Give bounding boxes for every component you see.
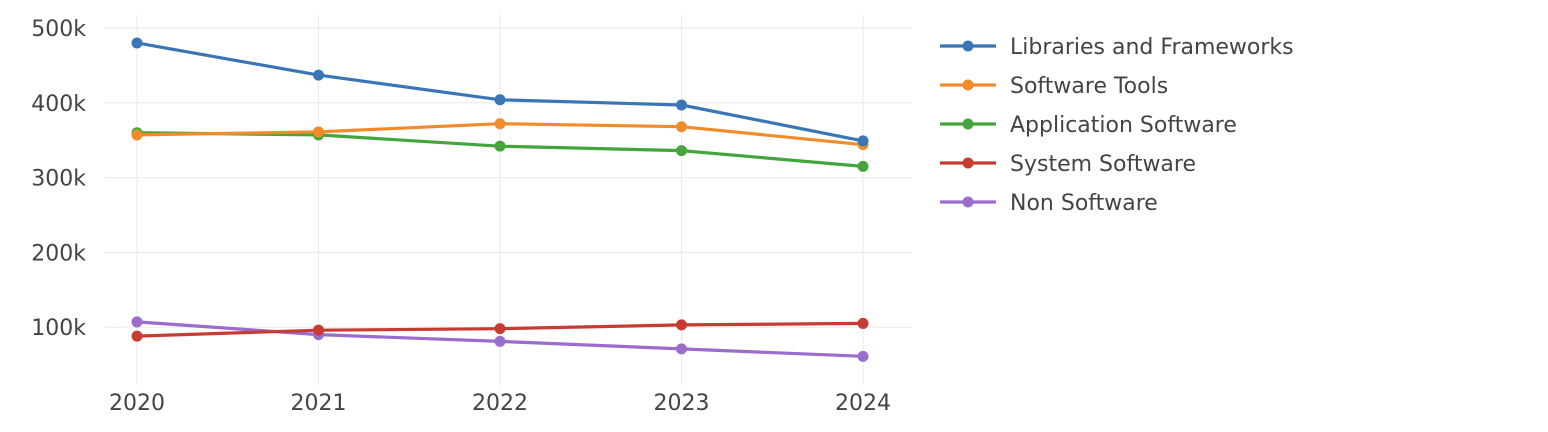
legend-item[interactable]: System Software bbox=[940, 152, 1196, 177]
data-point[interactable] bbox=[857, 135, 869, 147]
x-tick-label: 2023 bbox=[654, 391, 710, 416]
legend-item[interactable]: Non Software bbox=[940, 191, 1158, 216]
legend-marker bbox=[962, 118, 974, 130]
series-layer bbox=[131, 37, 869, 362]
data-point[interactable] bbox=[676, 121, 687, 133]
legend-label: Libraries and Frameworks bbox=[1010, 35, 1294, 60]
data-point[interactable] bbox=[494, 323, 506, 335]
x-axis: 2020 2021 2022 2023 2024 bbox=[109, 391, 891, 416]
data-point[interactable] bbox=[313, 69, 324, 81]
legend-label: Non Software bbox=[1010, 191, 1158, 216]
data-point[interactable] bbox=[313, 324, 324, 336]
legend-label: Application Software bbox=[1010, 113, 1237, 138]
y-axis: 100k 200k 300k 400k 500k bbox=[31, 17, 86, 341]
data-point[interactable] bbox=[313, 126, 324, 138]
data-point[interactable] bbox=[494, 94, 506, 106]
data-point[interactable] bbox=[676, 343, 687, 355]
y-tick-label: 500k bbox=[31, 17, 86, 42]
x-tick-label: 2024 bbox=[835, 391, 891, 416]
data-point[interactable] bbox=[676, 99, 687, 111]
data-point[interactable] bbox=[131, 330, 143, 342]
legend-item[interactable]: Application Software bbox=[940, 113, 1237, 138]
y-tick-label: 200k bbox=[31, 241, 86, 266]
y-tick-label: 300k bbox=[31, 167, 86, 192]
data-point[interactable] bbox=[676, 319, 687, 331]
y-tick-label: 400k bbox=[31, 92, 86, 117]
legend[interactable]: Libraries and Frameworks Software Tools Ap… bbox=[940, 35, 1294, 216]
data-point[interactable] bbox=[857, 160, 869, 172]
data-point[interactable] bbox=[857, 317, 869, 329]
legend-marker bbox=[962, 40, 974, 52]
legend-label: System Software bbox=[1010, 152, 1196, 177]
legend-label: Software Tools bbox=[1010, 74, 1168, 99]
legend-item[interactable]: Libraries and Frameworks bbox=[940, 35, 1294, 60]
data-point[interactable] bbox=[676, 145, 687, 157]
x-tick-label: 2022 bbox=[472, 391, 528, 416]
data-point[interactable] bbox=[131, 37, 143, 49]
legend-marker bbox=[962, 196, 974, 208]
data-point[interactable] bbox=[131, 129, 143, 141]
y-tick-label: 100k bbox=[31, 316, 86, 341]
data-point[interactable] bbox=[494, 335, 506, 347]
series-system-software bbox=[131, 317, 869, 342]
x-tick-label: 2020 bbox=[109, 391, 165, 416]
data-point[interactable] bbox=[494, 118, 506, 130]
legend-marker bbox=[962, 157, 974, 169]
x-tick-label: 2021 bbox=[291, 391, 347, 416]
series-libraries-and-frameworks bbox=[131, 37, 869, 147]
data-point[interactable] bbox=[857, 350, 869, 362]
legend-marker bbox=[962, 79, 974, 91]
data-point[interactable] bbox=[131, 316, 143, 328]
data-point[interactable] bbox=[494, 140, 506, 152]
legend-item[interactable]: Software Tools bbox=[940, 74, 1168, 99]
